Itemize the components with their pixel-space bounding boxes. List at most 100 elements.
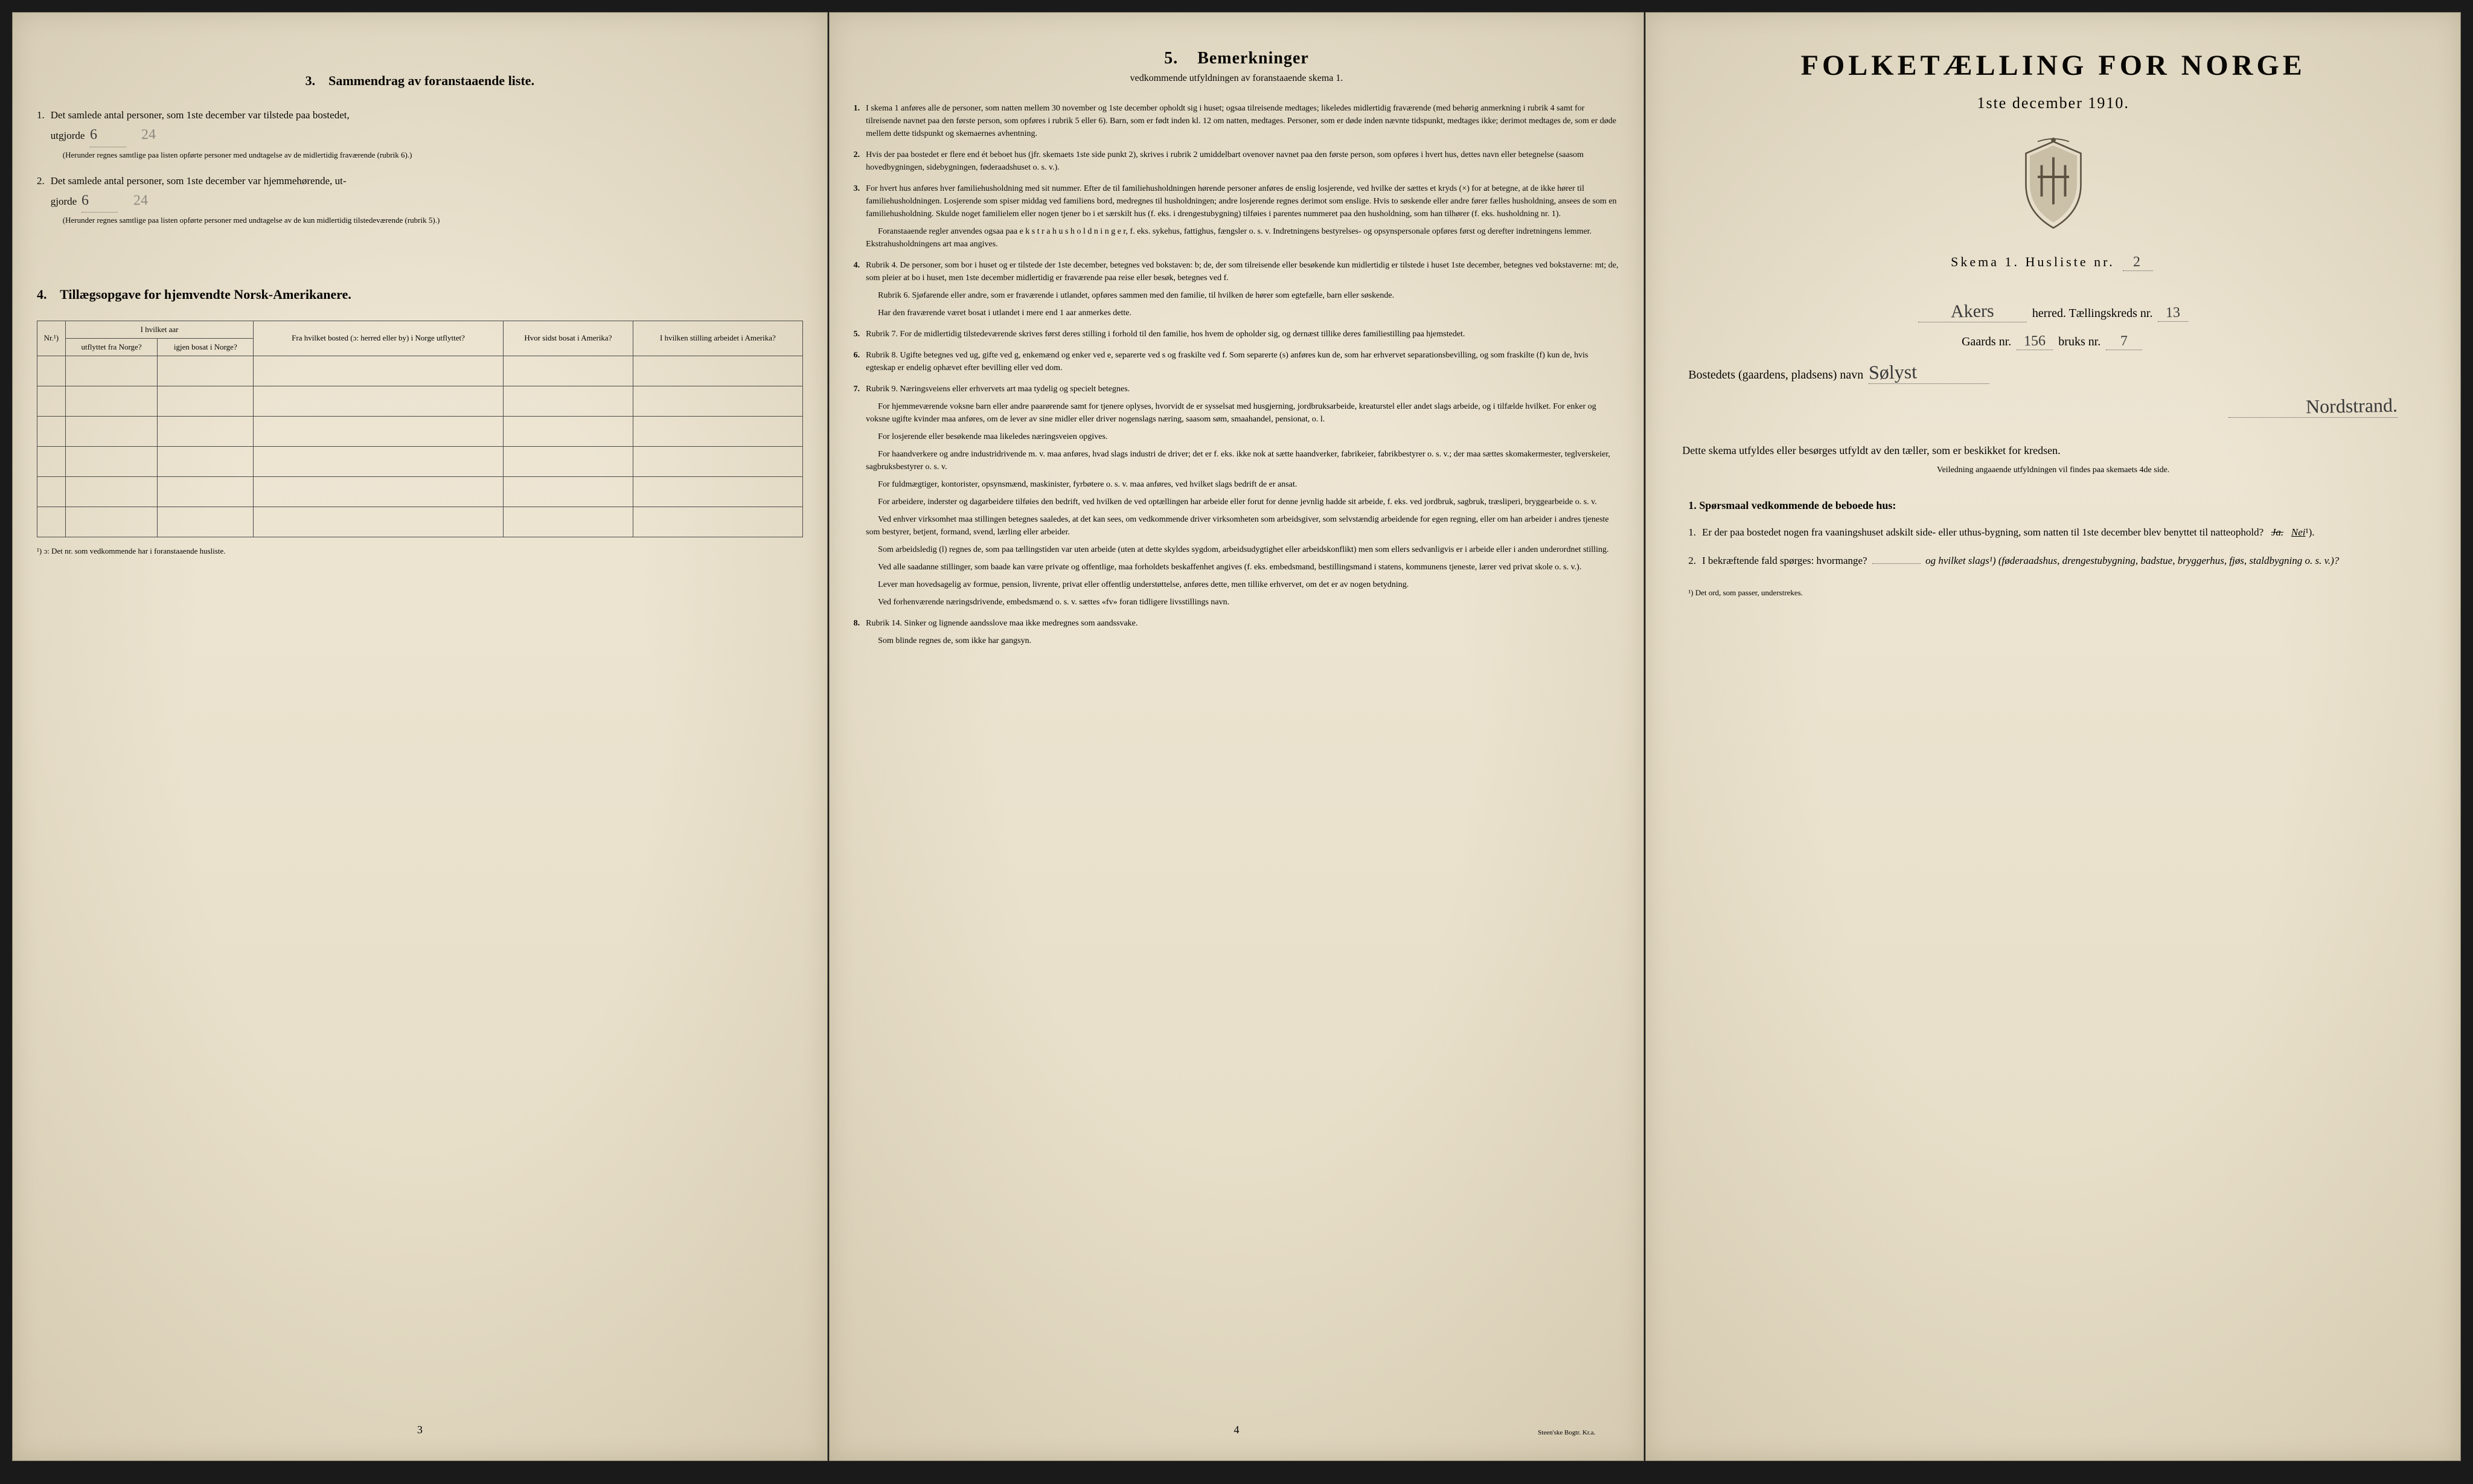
- section-5-header: 5. Bemerkninger: [854, 49, 1620, 68]
- herred-label: herred. Tællingskreds nr.: [2032, 307, 2153, 320]
- item-2-note: (Herunder regnes samtlige paa listen opf…: [51, 215, 803, 226]
- bosted-line-2: Nordstrand.: [1670, 395, 2400, 418]
- remark-content: Rubrik 7. For de midlertidig tilstedevær…: [866, 328, 1619, 341]
- remark-item: 3.For hvert hus anføres hver familiehush…: [854, 182, 1620, 251]
- page-number-4: 4: [830, 1424, 1644, 1436]
- item-1-content: Det samlede antal personer, som 1ste dec…: [51, 107, 803, 161]
- item-2-text-b: gjorde: [51, 196, 77, 207]
- section-5-title: Bemerkninger: [1197, 49, 1309, 68]
- item-1-text-b: utgjorde: [51, 130, 85, 141]
- q-header: 1. Spørsmaal vedkommende de beboede hus:: [1688, 499, 2418, 512]
- table-row: [37, 356, 803, 386]
- table-footnote: ¹) ɔ: Det nr. som vedkommende har i fora…: [37, 546, 803, 556]
- table-row: [37, 476, 803, 507]
- q2-text2: og hvilket slags¹) (føderaadshus, drenge…: [1925, 555, 2339, 566]
- remark-sub-para: Ved enhver virksomhet maa stillingen bet…: [866, 513, 1619, 539]
- q1-num: 1.: [1688, 524, 1696, 542]
- remark-content: Rubrik 9. Næringsveiens eller erhvervets…: [866, 383, 1619, 609]
- bosted-hw2: Nordstrand.: [2306, 394, 2398, 418]
- remark-sub-para: For fuldmægtiger, kontorister, opsynsmæn…: [866, 478, 1619, 491]
- section-4-num: 4.: [37, 287, 47, 302]
- herred-hw: Akers: [1951, 301, 1994, 322]
- emigrant-table: Nr.¹) I hvilket aar Fra hvilket bosted (…: [37, 321, 803, 537]
- remark-content: Rubrik 14. Sinker og lignende aandsslove…: [866, 617, 1619, 647]
- cover-instruction: Dette skema utfyldes eller besørges utfy…: [1682, 442, 2424, 459]
- th-hvilken-stilling: I hvilken stilling arbeidet i Amerika?: [633, 321, 803, 356]
- remark-text: I skema 1 anføres alle de personer, som …: [866, 102, 1619, 140]
- item-2-content: Det samlede antal personer, som 1ste dec…: [51, 173, 803, 226]
- panel-page-3: 3. Sammendrag av foranstaaende liste. 1.…: [12, 12, 828, 1461]
- remark-sub-para: Ved forhenværende næringsdrivende, embed…: [866, 596, 1619, 609]
- section-3-num: 3.: [306, 73, 316, 88]
- remark-sub-para: Som blinde regnes de, som ikke har gangs…: [866, 635, 1619, 647]
- th-hvilket-aar: I hvilket aar: [65, 321, 254, 338]
- remark-content: I skema 1 anføres alle de personer, som …: [866, 102, 1619, 140]
- kreds-hw: 13: [2166, 305, 2180, 321]
- item-2-num: 2.: [37, 173, 45, 226]
- remark-text: Rubrik 7. For de midlertidig tilstedevær…: [866, 328, 1619, 341]
- remark-content: Rubrik 4. De personer, som bor i huset o…: [866, 259, 1619, 319]
- gaards-label: Gaards nr.: [1962, 335, 2011, 348]
- remark-sub-para: Rubrik 6. Sjøfarende eller andre, som er…: [866, 289, 1619, 302]
- schema-label: Skema 1. Husliste nr.: [1951, 254, 2115, 269]
- remark-text: Rubrik 4. De personer, som bor i huset o…: [866, 259, 1619, 284]
- remarks-list: 1.I skema 1 anføres alle de personer, so…: [854, 102, 1620, 647]
- question-1: 1. Er der paa bostedet nogen fra vaaning…: [1688, 524, 2418, 542]
- census-document: 3. Sammendrag av foranstaaende liste. 1.…: [12, 12, 2461, 1461]
- summary-item-1: 1. Det samlede antal personer, som 1ste …: [37, 107, 803, 161]
- remark-num: 6.: [854, 349, 860, 374]
- item-2-hw: 6: [82, 189, 89, 213]
- section-4-header: 4. Tillægsopgave for hjemvendte Norsk-Am…: [37, 287, 803, 302]
- bosted-label: Bostedets (gaardens, pladsens) navn: [1688, 368, 1863, 382]
- remark-text: Hvis der paa bostedet er flere end ét be…: [866, 149, 1619, 174]
- section-3-header: 3. Sammendrag av foranstaaende liste.: [37, 73, 803, 89]
- section-5-subtitle: vedkommende utfyldningen av foranstaaend…: [854, 73, 1620, 84]
- remark-item: 5. Rubrik 7. For de midlertidig tilstedev…: [854, 328, 1620, 341]
- question-block: 1. Spørsmaal vedkommende de beboede hus:…: [1688, 499, 2418, 598]
- summary-item-2: 2. Det samlede antal personer, som 1ste …: [37, 173, 803, 226]
- cover-footnote: ¹) Det ord, som passer, understrekes.: [1688, 588, 2418, 598]
- remark-num: 1.: [854, 102, 860, 140]
- remark-num: 5.: [854, 328, 860, 341]
- panel-cover: FOLKETÆLLING FOR NORGE 1ste december 191…: [1645, 12, 2461, 1461]
- table-row: [37, 416, 803, 446]
- remark-text: Rubrik 14. Sinker og lignende aandsslove…: [866, 617, 1619, 630]
- bosted-line: Bostedets (gaardens, pladsens) navn Søly…: [1688, 361, 2436, 384]
- remark-item: 2.Hvis der paa bostedet er flere end ét …: [854, 149, 1620, 174]
- table-row: [37, 507, 803, 537]
- remark-num: 7.: [854, 383, 860, 609]
- remark-sub-para: For arbeidere, inderster og dagarbeidere…: [866, 496, 1619, 508]
- section-4-title: Tillægsopgave for hjemvendte Norsk-Ameri…: [60, 287, 351, 302]
- q2-num: 2.: [1688, 552, 1696, 570]
- section-3-title: Sammendrag av foranstaaende liste.: [328, 73, 534, 88]
- remark-sub-para: For losjerende eller besøkende maa likel…: [866, 430, 1619, 443]
- q2-text: I bekræftende fald spørges: hvormange?: [1702, 555, 1867, 566]
- printer-mark: Steen'ske Bogtr. Kr.a.: [1538, 1429, 1595, 1436]
- page-number-3: 3: [13, 1424, 827, 1436]
- q1-nei: Nei: [2291, 526, 2306, 538]
- table-row: [37, 446, 803, 476]
- item-1-hw2: 24: [141, 123, 156, 147]
- coat-of-arms-icon: [1670, 136, 2436, 236]
- gaards-hw: 156: [2024, 333, 2046, 350]
- remark-num: 8.: [854, 617, 860, 647]
- q1-content: Er der paa bostedet nogen fra vaaningshu…: [1702, 524, 2418, 542]
- remark-sub-para: Har den fraværende været bosat i utlande…: [866, 307, 1619, 319]
- schema-line: Skema 1. Husliste nr. 2: [1670, 254, 2436, 271]
- remark-num: 2.: [854, 149, 860, 174]
- th-nr: Nr.¹): [37, 321, 66, 356]
- remark-item: 1.I skema 1 anføres alle de personer, so…: [854, 102, 1620, 140]
- question-2: 2. I bekræftende fald spørges: hvormange…: [1688, 552, 2418, 570]
- remark-item: 7.Rubrik 9. Næringsveiens eller erhverve…: [854, 383, 1620, 609]
- cover-instruction-small: Veiledning angaaende utfyldningen vil fi…: [1670, 465, 2436, 475]
- remark-text: For hvert hus anføres hver familiehushol…: [866, 182, 1619, 220]
- item-1-text-a: Det samlede antal personer, som 1ste dec…: [51, 109, 350, 121]
- th-utflyttet: utflyttet fra Norge?: [65, 338, 157, 356]
- item-1-num: 1.: [37, 107, 45, 161]
- th-igjen-bosat: igjen bosat i Norge?: [158, 338, 254, 356]
- remark-sub-para: Som arbeidsledig (l) regnes de, som paa …: [866, 543, 1619, 556]
- section-5-num: 5.: [1164, 49, 1178, 68]
- remark-content: Rubrik 8. Ugifte betegnes ved ug, gifte …: [866, 349, 1619, 374]
- herred-line: Akers herred. Tællingskreds nr. 13: [1670, 301, 2436, 322]
- emigrant-table-section: Nr.¹) I hvilket aar Fra hvilket bosted (…: [37, 321, 803, 556]
